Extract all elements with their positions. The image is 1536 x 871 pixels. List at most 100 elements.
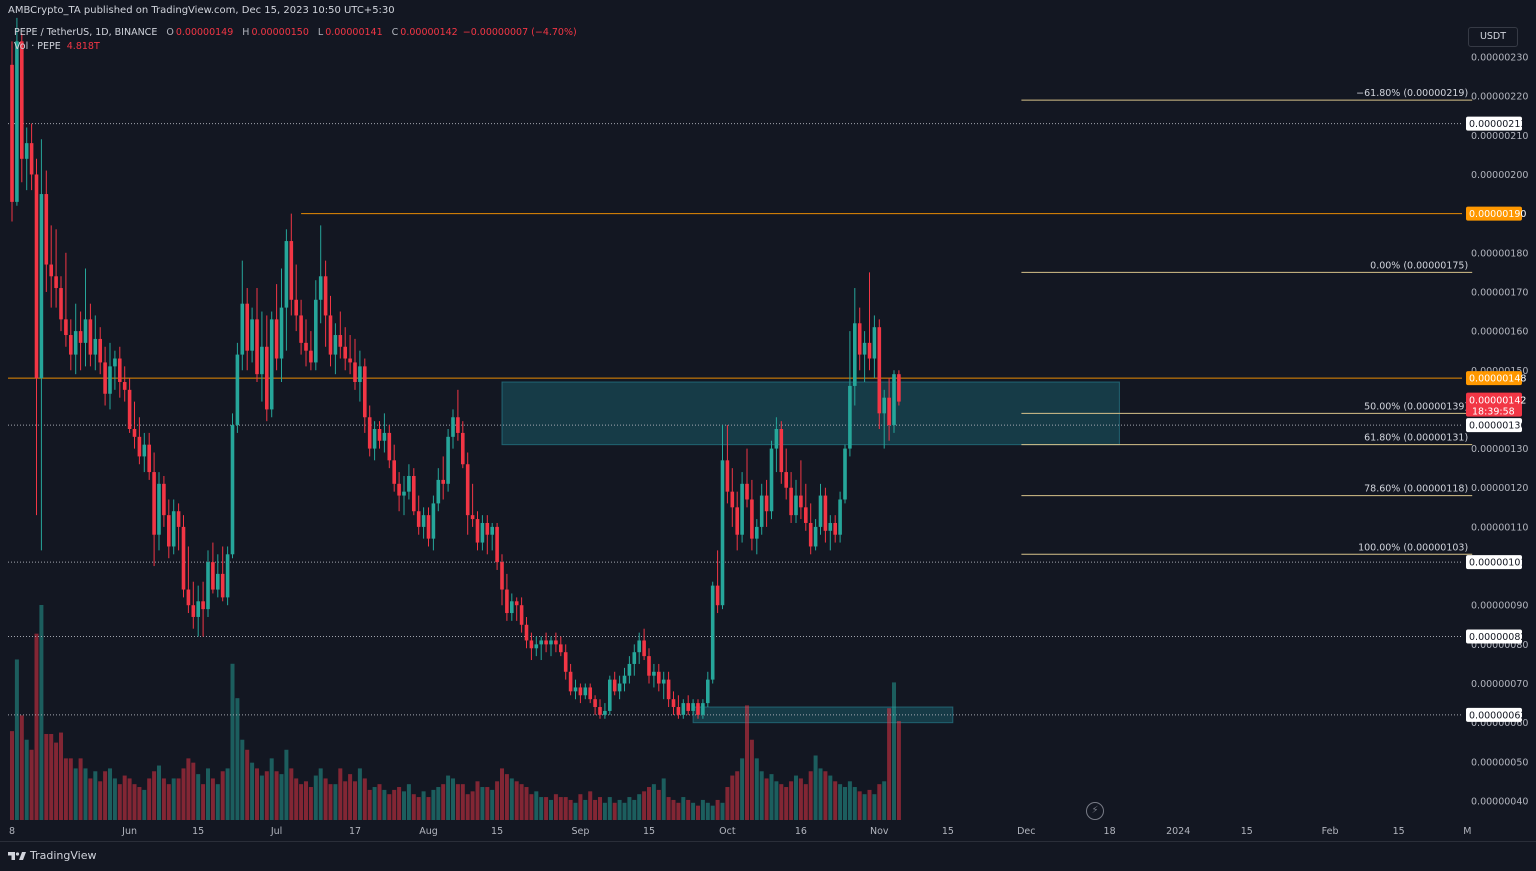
- fib-level-label: 61.80% (0.00000131): [1364, 433, 1468, 444]
- candle-body: [269, 319, 274, 410]
- candle-body: [103, 362, 107, 394]
- candle-body: [69, 335, 73, 355]
- volume-bar: [749, 739, 754, 820]
- candle-body: [882, 397, 886, 414]
- volume-bar: [475, 781, 480, 820]
- volume-bar: [343, 781, 348, 820]
- volume-bar: [627, 797, 632, 820]
- volume-bar: [78, 758, 83, 820]
- tradingview-logo[interactable]: TradingView: [8, 849, 96, 862]
- volume-bar: [304, 781, 308, 820]
- candle-body: [642, 640, 646, 657]
- volume-bar: [852, 787, 857, 820]
- volume-bar: [808, 771, 813, 820]
- countdown-text: 18:39:58: [1472, 407, 1515, 418]
- candle-body: [451, 417, 455, 437]
- legend-o-value: 0.00000149: [175, 27, 234, 38]
- candle-body: [44, 194, 49, 265]
- candle-body: [456, 417, 460, 433]
- candle-body: [475, 519, 480, 543]
- y-tick-label: 0.00000110: [1471, 522, 1528, 533]
- volume-bar: [485, 787, 490, 820]
- volume-bar: [676, 802, 681, 820]
- volume-bar: [142, 789, 147, 820]
- candle-body: [171, 511, 176, 547]
- volume-bar: [83, 768, 88, 820]
- volume-bar: [426, 797, 431, 820]
- volume-bar: [598, 797, 602, 820]
- candle-body: [132, 429, 137, 437]
- current-price-tag: [1466, 392, 1522, 417]
- candle-body: [167, 515, 171, 547]
- candle-body: [578, 687, 583, 696]
- candle-body: [279, 307, 284, 359]
- legend-change: −0.00000007 (−4.70%): [462, 27, 577, 38]
- currency-button[interactable]: USDT: [1468, 27, 1518, 47]
- volume-bar: [544, 797, 549, 820]
- volume-bar: [377, 784, 382, 820]
- candle-body: [377, 429, 382, 441]
- volume-bar: [882, 781, 887, 820]
- level-price-tag: [1466, 555, 1522, 570]
- volume-bar: [686, 799, 691, 820]
- legend-vol-label[interactable]: Vol · PEPE: [14, 41, 61, 52]
- candle-body: [857, 323, 862, 355]
- candle-body: [647, 656, 651, 676]
- volume-bar: [451, 778, 455, 820]
- volume-bar: [504, 774, 509, 820]
- candle-body: [118, 358, 122, 383]
- candle-body: [54, 276, 58, 289]
- volume-bar: [838, 784, 843, 820]
- volume-bar: [323, 778, 328, 820]
- candle-body: [73, 331, 78, 355]
- candle-body: [534, 644, 539, 649]
- volume-bar: [215, 784, 220, 820]
- candle-body: [804, 507, 808, 523]
- volume-bar: [186, 758, 191, 820]
- time-axis[interactable]: 8 Jun 15 Jul 17 Aug 15 Sep 15 Oct 16 Nov 15 Dec 18 2024…: [9, 826, 1471, 837]
- candle-body: [701, 703, 705, 715]
- volume-layer: [10, 605, 901, 820]
- volume-bar: [740, 758, 745, 820]
- x-tick-label: 15: [1241, 826, 1253, 837]
- candle-body: [848, 385, 852, 449]
- candle-body: [652, 671, 656, 676]
- candle-body: [505, 589, 509, 614]
- candle-body: [284, 241, 289, 308]
- volume-bar: [362, 778, 367, 820]
- candle-body: [216, 573, 220, 590]
- candle-body: [407, 475, 411, 492]
- volume-bar: [132, 784, 137, 820]
- volume-bar: [318, 768, 323, 820]
- volume-bar: [568, 799, 573, 820]
- volume-bar: [181, 768, 186, 820]
- volume-bar: [166, 784, 171, 820]
- candle-body: [83, 319, 88, 343]
- volume-bar: [225, 768, 230, 820]
- candle-body: [862, 342, 867, 355]
- volume-bar: [642, 791, 647, 820]
- x-tick-label: Jun: [121, 826, 137, 837]
- candle-body: [867, 342, 872, 359]
- volume-bar: [117, 784, 122, 820]
- candle-body: [372, 429, 377, 449]
- candle-body: [201, 601, 205, 610]
- volume-bar: [764, 778, 769, 820]
- candle-body: [348, 358, 352, 363]
- candle-body: [426, 515, 431, 539]
- volume-bar: [387, 794, 392, 820]
- candle-body: [465, 464, 470, 516]
- lightning-icon[interactable]: ⚡: [1086, 802, 1104, 820]
- volume-bar: [558, 797, 563, 820]
- candle-body: [872, 327, 877, 359]
- candle-body: [735, 507, 739, 535]
- volume-bar: [754, 758, 759, 820]
- candle-body: [710, 585, 715, 680]
- candle-body: [598, 707, 602, 715]
- volume-bar: [460, 784, 465, 820]
- volume-bar: [372, 787, 377, 820]
- legend-symbol[interactable]: PEPE / TetherUS, 1D, BINANCE: [14, 27, 158, 38]
- volume-legend: Vol · PEPE 4.818T: [14, 41, 100, 52]
- fib-retracement[interactable]: −61.80% (0.00000219) 0.00% (0.00000175) 50…: [1021, 88, 1473, 555]
